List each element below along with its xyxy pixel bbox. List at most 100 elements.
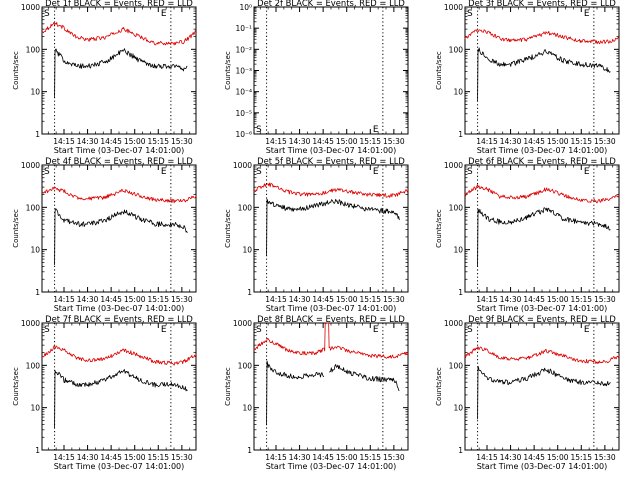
y-tick-label: 100 (26, 361, 41, 370)
x-axis-label: Start Time (03-Dec-07 14:01:00) (266, 146, 397, 155)
x-tick-label: 14:30 (289, 453, 311, 462)
x-tick-label: 14:15 (476, 137, 498, 146)
series-lld-line (464, 29, 620, 45)
series-events-line (54, 208, 188, 265)
x-tick-label: 14:15 (53, 453, 75, 462)
y-tick-label: 1000 (444, 3, 463, 12)
x-tick-label: 14:45 (312, 453, 334, 462)
y-tick-label: 10 (453, 88, 463, 97)
y-tick-label: 1000 (21, 161, 40, 170)
x-tick-label: 14:30 (77, 137, 99, 146)
x-tick-label: 14:45 (312, 137, 334, 146)
x-tick-label: 14:30 (500, 295, 522, 304)
x-tick-label: 14:15 (265, 137, 287, 146)
panel-title: Det 9f BLACK = Events, RED = LLD (468, 314, 616, 324)
y-tick-label: 10⁻¹ (235, 24, 252, 33)
end-marker-glyph: E (161, 167, 167, 177)
x-tick-label: 15:00 (124, 137, 146, 146)
series-events-line (266, 198, 400, 256)
x-tick-label: 14:30 (289, 295, 311, 304)
y-axis-label: Counts/sec (12, 367, 20, 406)
start-marker-glyph: S (44, 167, 50, 177)
y-tick-label: 1 (35, 288, 40, 297)
series-events-line (477, 365, 611, 420)
x-tick-label: 15:15 (570, 295, 592, 304)
x-tick-label: 15:00 (336, 295, 358, 304)
x-tick-label: 15:00 (547, 453, 569, 462)
start-marker-glyph: S (256, 325, 262, 335)
x-axis-label: Start Time (03-Dec-07 14:01:00) (54, 304, 185, 313)
x-tick-label: 14:45 (100, 137, 122, 146)
y-tick-label: 1 (458, 446, 463, 455)
x-tick-label: 15:30 (171, 137, 193, 146)
x-tick-label: 15:00 (547, 137, 569, 146)
y-tick-label: 100 (449, 45, 464, 54)
panel-title: Det 5f BLACK = Events, RED = LLD (257, 156, 405, 166)
x-axis-label: Start Time (03-Dec-07 14:01:00) (54, 462, 185, 471)
start-marker-glyph: S (44, 325, 50, 335)
series-lld-line (464, 184, 620, 204)
plot-frame (464, 322, 620, 451)
y-axis-label: Counts/sec (224, 367, 232, 406)
x-axis-label: Start Time (03-Dec-07 14:01:00) (477, 146, 608, 155)
end-marker-glyph: E (584, 167, 590, 177)
y-tick-label: 1 (458, 288, 463, 297)
panel-det-8f: Det 8f BLACK = Events, RED = LLD 1 10 100 10… (224, 314, 409, 471)
x-tick-label: 14:45 (100, 295, 122, 304)
x-tick-label: 15:15 (147, 453, 169, 462)
x-tick-label: 14:15 (476, 295, 498, 304)
y-tick-label: 1000 (233, 319, 252, 328)
panel-det-7f: Det 7f BLACK = Events, RED = LLD 1 10 100 10… (12, 314, 197, 471)
y-tick-label: 1000 (21, 3, 40, 12)
y-axis-label: Counts/sec (435, 367, 443, 406)
x-tick-label: 15:00 (547, 295, 569, 304)
y-tick-label: 100 (449, 361, 464, 370)
x-tick-label: 15:30 (594, 453, 616, 462)
x-tick-label: 14:15 (53, 295, 75, 304)
series-events-line (477, 207, 611, 267)
x-tick-label: 15:15 (147, 137, 169, 146)
series-lld-line (464, 346, 620, 365)
y-tick-label: 10 (453, 404, 463, 413)
start-marker-glyph: S (44, 9, 50, 19)
start-marker-glyph: S (256, 167, 262, 177)
x-tick-label: 15:30 (594, 295, 616, 304)
x-tick-label: 15:15 (147, 295, 169, 304)
x-tick-label: 15:15 (359, 453, 381, 462)
series-lld-line (41, 345, 197, 366)
y-tick-label: 10⁻⁴ (235, 88, 252, 97)
panel-title: Det 4f BLACK = Events, RED = LLD (45, 156, 193, 166)
y-tick-label: 10⁻⁶ (235, 130, 252, 139)
plot-frame (41, 164, 197, 293)
x-tick-label: 15:00 (124, 453, 146, 462)
x-tick-label: 14:45 (523, 295, 545, 304)
y-tick-label: 100 (449, 203, 464, 212)
y-axis-label: Counts/sec (12, 209, 20, 248)
panel-title: Det 7f BLACK = Events, RED = LLD (45, 314, 193, 324)
series-lld-line (41, 186, 197, 204)
y-tick-label: 1000 (444, 319, 463, 328)
y-tick-label: 10⁻² (235, 45, 252, 54)
y-tick-label: 100 (26, 45, 41, 54)
x-tick-label: 15:00 (124, 295, 146, 304)
end-marker-glyph: E (373, 167, 379, 177)
y-axis-label: Counts/sec (435, 209, 443, 248)
x-tick-label: 14:30 (77, 295, 99, 304)
y-axis-label: Counts/sec (435, 51, 443, 90)
x-axis-label: Start Time (03-Dec-07 14:01:00) (477, 462, 608, 471)
panel-det-2f: Det 2f BLACK = Events, RED = LLD 10⁻⁶ 10⁻⁵… (224, 0, 409, 155)
series-events-line (54, 48, 188, 98)
panel-det-6f: Det 6f BLACK = Events, RED = LLD 1 10 100 10… (435, 156, 620, 313)
x-tick-label: 14:30 (289, 137, 311, 146)
x-axis-label: Start Time (03-Dec-07 14:01:00) (266, 462, 397, 471)
x-tick-label: 15:15 (570, 453, 592, 462)
x-tick-label: 14:30 (77, 453, 99, 462)
y-tick-label: 100 (238, 203, 253, 212)
y-tick-label: 1 (247, 446, 252, 455)
y-tick-label: 1000 (233, 161, 252, 170)
end-marker-glyph: E (373, 325, 379, 335)
x-axis-label: Start Time (03-Dec-07 14:01:00) (477, 304, 608, 313)
x-tick-label: 15:30 (171, 453, 193, 462)
panel-det-4f: Det 4f BLACK = Events, RED = LLD 1 10 100 10… (12, 156, 197, 313)
